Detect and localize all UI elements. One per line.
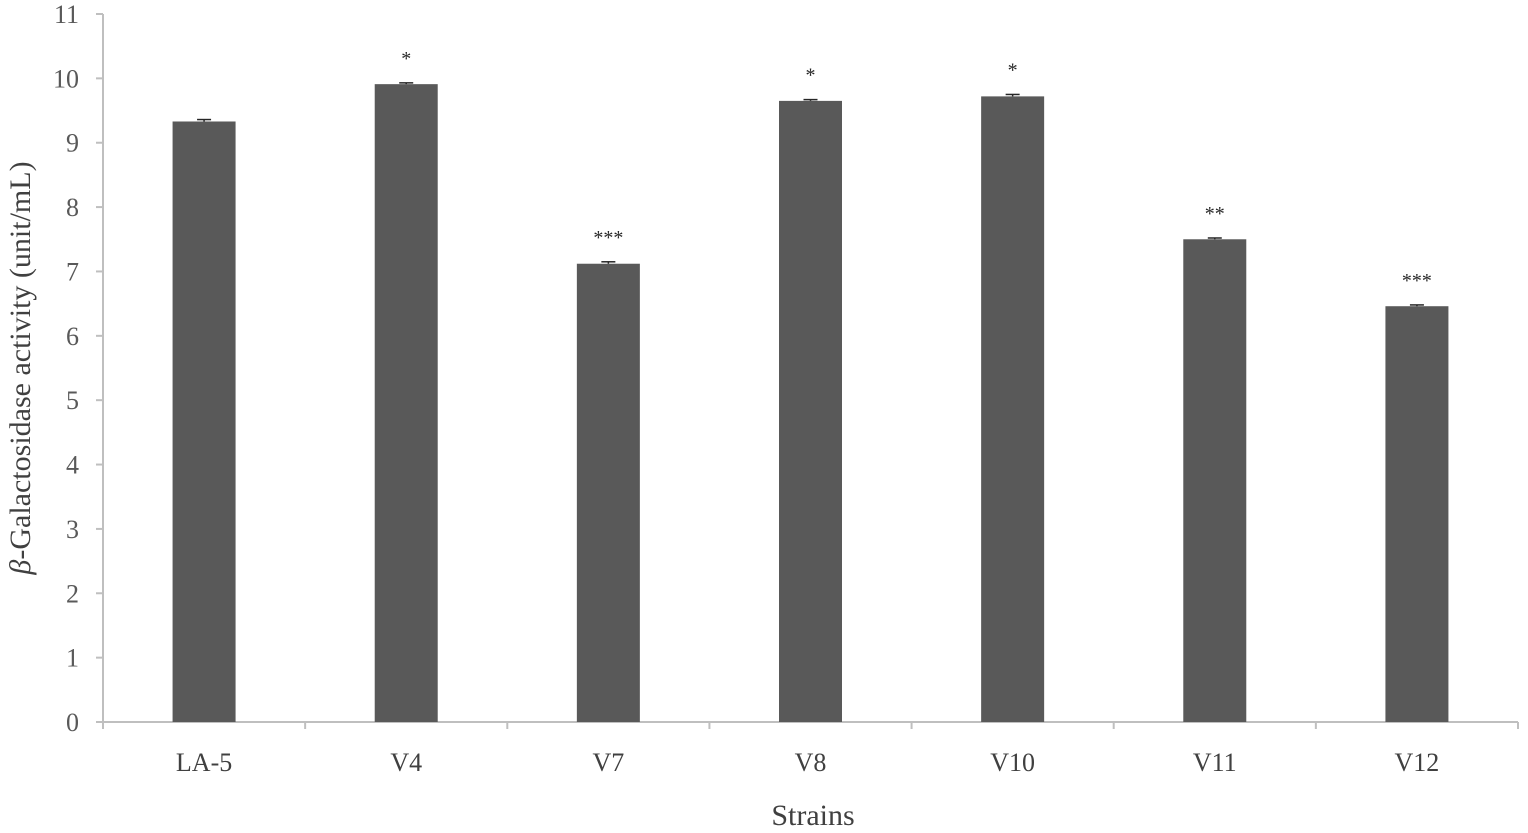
- y-axis: 0 1 2 3 4 5 6 7 8 9 10 11: [53, 0, 104, 737]
- y-axis-title-symbol: β: [4, 560, 37, 576]
- x-axis: LA-5 V4 V7 V8 V10 V11 V12: [102, 721, 1519, 777]
- y-tick-label: 8: [66, 193, 79, 222]
- y-axis-title-text: -Galactosidase activity (unit/mL): [4, 161, 37, 559]
- y-tick-label: 2: [66, 579, 79, 608]
- y-axis-title: β-Galactosidase activity (unit/mL): [4, 161, 37, 575]
- bar: [576, 263, 640, 722]
- bar: [374, 84, 438, 722]
- significance-label: *: [806, 65, 816, 87]
- error-bars: [197, 82, 1424, 307]
- y-tick-label: 5: [66, 386, 79, 415]
- bars: [172, 84, 1449, 723]
- x-tick-label: LA-5: [176, 748, 232, 777]
- bar: [172, 121, 236, 722]
- y-tick-label: 11: [54, 0, 79, 29]
- significance-label: *: [1008, 59, 1018, 81]
- y-tick-label: 10: [53, 64, 79, 93]
- bar: [779, 100, 842, 722]
- y-tick-label: 6: [66, 322, 79, 351]
- y-tick-label: 3: [66, 515, 79, 544]
- y-tick-label: 1: [66, 644, 79, 673]
- significance-label: **: [1205, 203, 1225, 225]
- significance-label: *: [401, 48, 411, 70]
- x-tick-label: V11: [1193, 748, 1237, 777]
- x-tick-label: V4: [390, 748, 422, 777]
- y-tick-label: 7: [66, 257, 79, 286]
- significance-labels: ***** ******: [401, 48, 1432, 292]
- y-tick-label: 0: [66, 708, 79, 737]
- y-tick-label: 4: [66, 451, 79, 480]
- significance-label: ***: [1402, 270, 1432, 292]
- x-tick-label: V12: [1395, 748, 1440, 777]
- y-tick-label: 9: [66, 129, 79, 158]
- bar: [1183, 239, 1247, 723]
- x-tick-label: V10: [990, 748, 1035, 777]
- significance-label: ***: [593, 227, 623, 249]
- x-tick-label: V8: [795, 748, 827, 777]
- bar: [1385, 306, 1449, 722]
- x-axis-title: Strains: [771, 799, 854, 832]
- x-tick-label: V7: [592, 748, 624, 777]
- bar: [981, 96, 1045, 723]
